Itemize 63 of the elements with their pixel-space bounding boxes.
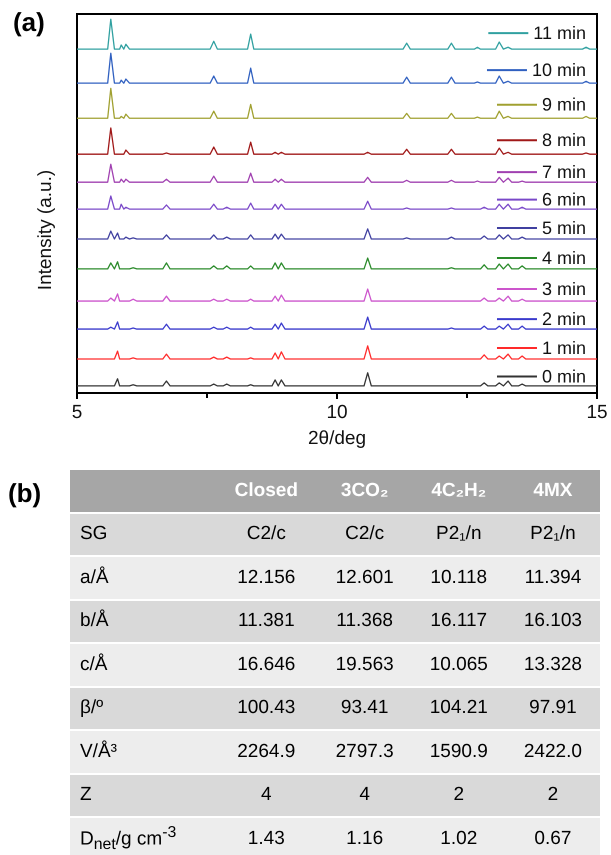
text: 104.21 xyxy=(430,697,488,718)
text: C2/c xyxy=(345,523,384,544)
category-label: β/º xyxy=(80,697,104,718)
legend-label: 7 min xyxy=(542,162,586,182)
legend-label: 8 min xyxy=(542,130,586,150)
text: 12.601 xyxy=(336,566,394,588)
y-axis-title: Intensity (a.u.) xyxy=(35,170,56,290)
text: 4 xyxy=(359,784,370,806)
text: 2422.0 xyxy=(524,740,582,762)
legend-label: 6 min xyxy=(542,190,586,210)
category-label: 3CO₂ xyxy=(318,470,412,514)
text: 1.16 xyxy=(346,828,384,849)
text: 11.394 xyxy=(524,566,582,588)
text: 19.563 xyxy=(336,654,394,675)
text: 11.368 xyxy=(336,610,393,632)
category-label: b/Å xyxy=(80,610,109,632)
category-label: Z xyxy=(80,784,92,806)
text: 93.41 xyxy=(340,697,388,718)
x-tick-label: 5 xyxy=(72,402,82,423)
category-label: SG xyxy=(80,523,108,544)
text: 4 xyxy=(261,784,272,806)
category-label: a/Å xyxy=(80,566,109,588)
text: 2264.9 xyxy=(237,740,296,762)
category-label: 4C₂H₂ xyxy=(412,470,506,514)
legend-label: 4 min xyxy=(542,248,586,268)
text: 16.117 xyxy=(430,610,488,632)
category-label: D$_{net}$/g cm$^{-3}$ xyxy=(80,824,176,853)
legend-label: 2 min xyxy=(542,309,586,330)
legend-label: 11 min xyxy=(533,23,586,44)
category-label: Closed xyxy=(215,470,318,514)
text: P2₁/n xyxy=(530,523,576,544)
chart-title: (a) xyxy=(13,7,45,37)
legend-label: 9 min xyxy=(542,94,586,115)
x-tick-label: 10 xyxy=(326,402,348,423)
text: C2/c xyxy=(246,523,286,544)
legend-label: 3 min xyxy=(542,278,586,299)
text: 12.156 xyxy=(237,566,296,588)
text: (b) xyxy=(8,478,42,509)
text: 0.67 xyxy=(534,828,572,849)
text: 100.43 xyxy=(237,697,296,718)
legend-label: 0 min xyxy=(542,366,586,386)
legend-label: 10 min xyxy=(532,60,586,80)
text: 11.381 xyxy=(238,610,295,632)
text: 16.103 xyxy=(524,610,582,632)
text: 16.646 xyxy=(237,654,296,675)
text: 1.43 xyxy=(248,828,285,849)
text: 10.118 xyxy=(430,566,488,588)
legend-label: 1 min xyxy=(542,338,586,358)
text: 2797.3 xyxy=(336,740,394,762)
text: P2₁/n xyxy=(436,523,482,544)
category-label: c/Å xyxy=(80,654,108,675)
category-label: 4MX xyxy=(506,470,600,514)
x-axis-title: 2θ/deg xyxy=(308,428,366,449)
category-label: V/Å³ xyxy=(80,740,117,762)
text: 1.02 xyxy=(440,828,478,849)
text: 97.91 xyxy=(529,697,577,718)
x-tick-label: 15 xyxy=(586,402,608,423)
text: 2 xyxy=(548,784,558,806)
text: 2 xyxy=(453,784,464,806)
text: 13.328 xyxy=(524,654,582,675)
text: 1590.9 xyxy=(430,740,488,762)
legend-label: 5 min xyxy=(542,218,586,238)
text: 10.065 xyxy=(430,654,488,675)
